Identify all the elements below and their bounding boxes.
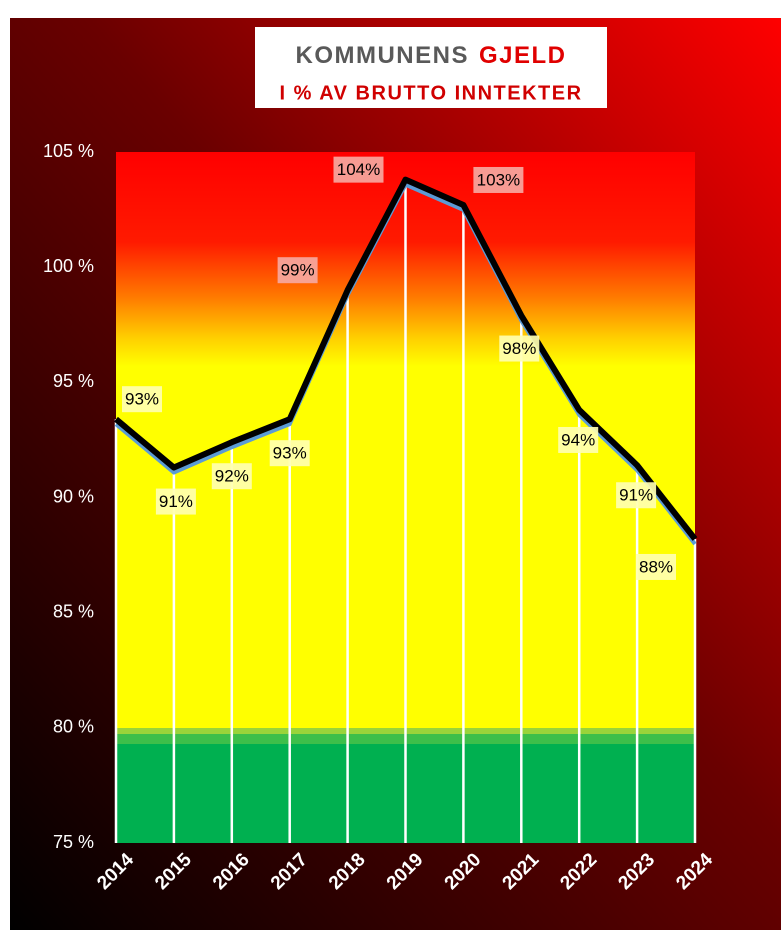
data-label: 98% bbox=[502, 339, 536, 358]
data-label-box bbox=[269, 440, 310, 467]
y-tick-label: 75 % bbox=[53, 832, 94, 852]
data-label: 99% bbox=[281, 261, 315, 280]
data-label: 91% bbox=[619, 486, 653, 505]
data-label-box bbox=[333, 156, 384, 183]
data-label-box bbox=[616, 482, 657, 509]
data-label: 91% bbox=[159, 492, 193, 511]
y-tick-label: 80 % bbox=[53, 717, 94, 737]
data-label: 104% bbox=[337, 160, 380, 179]
y-tick-label: 85 % bbox=[53, 601, 94, 621]
y-tick-label: 90 % bbox=[53, 486, 94, 506]
data-line bbox=[114, 176, 698, 541]
y-tick-label: 95 % bbox=[53, 371, 94, 391]
data-label-box bbox=[636, 553, 676, 580]
data-label-box bbox=[558, 426, 599, 453]
data-label: 103% bbox=[477, 170, 520, 189]
data-label-box bbox=[122, 386, 162, 413]
y-tick-label: 100 % bbox=[43, 256, 94, 276]
data-label: 92% bbox=[215, 467, 249, 486]
y-tick-label: 105 % bbox=[43, 141, 94, 161]
data-label-box bbox=[277, 257, 318, 284]
data-label-box bbox=[211, 463, 252, 490]
chart-title: KOMMUNENS GJELD bbox=[295, 42, 566, 69]
data-label: 93% bbox=[273, 444, 307, 463]
data-label-box bbox=[155, 488, 196, 515]
data-label-box bbox=[473, 166, 524, 193]
data-label-box bbox=[499, 335, 540, 362]
data-label: 88% bbox=[639, 557, 673, 576]
title-highlight: GJELD bbox=[479, 42, 567, 69]
chart-subtitle: I % AV BRUTTO INNTEKTER bbox=[279, 82, 582, 104]
data-label: 94% bbox=[561, 430, 595, 449]
title-prefix: KOMMUNENS bbox=[295, 42, 469, 69]
title-box bbox=[255, 27, 607, 108]
data-label: 93% bbox=[125, 390, 159, 409]
